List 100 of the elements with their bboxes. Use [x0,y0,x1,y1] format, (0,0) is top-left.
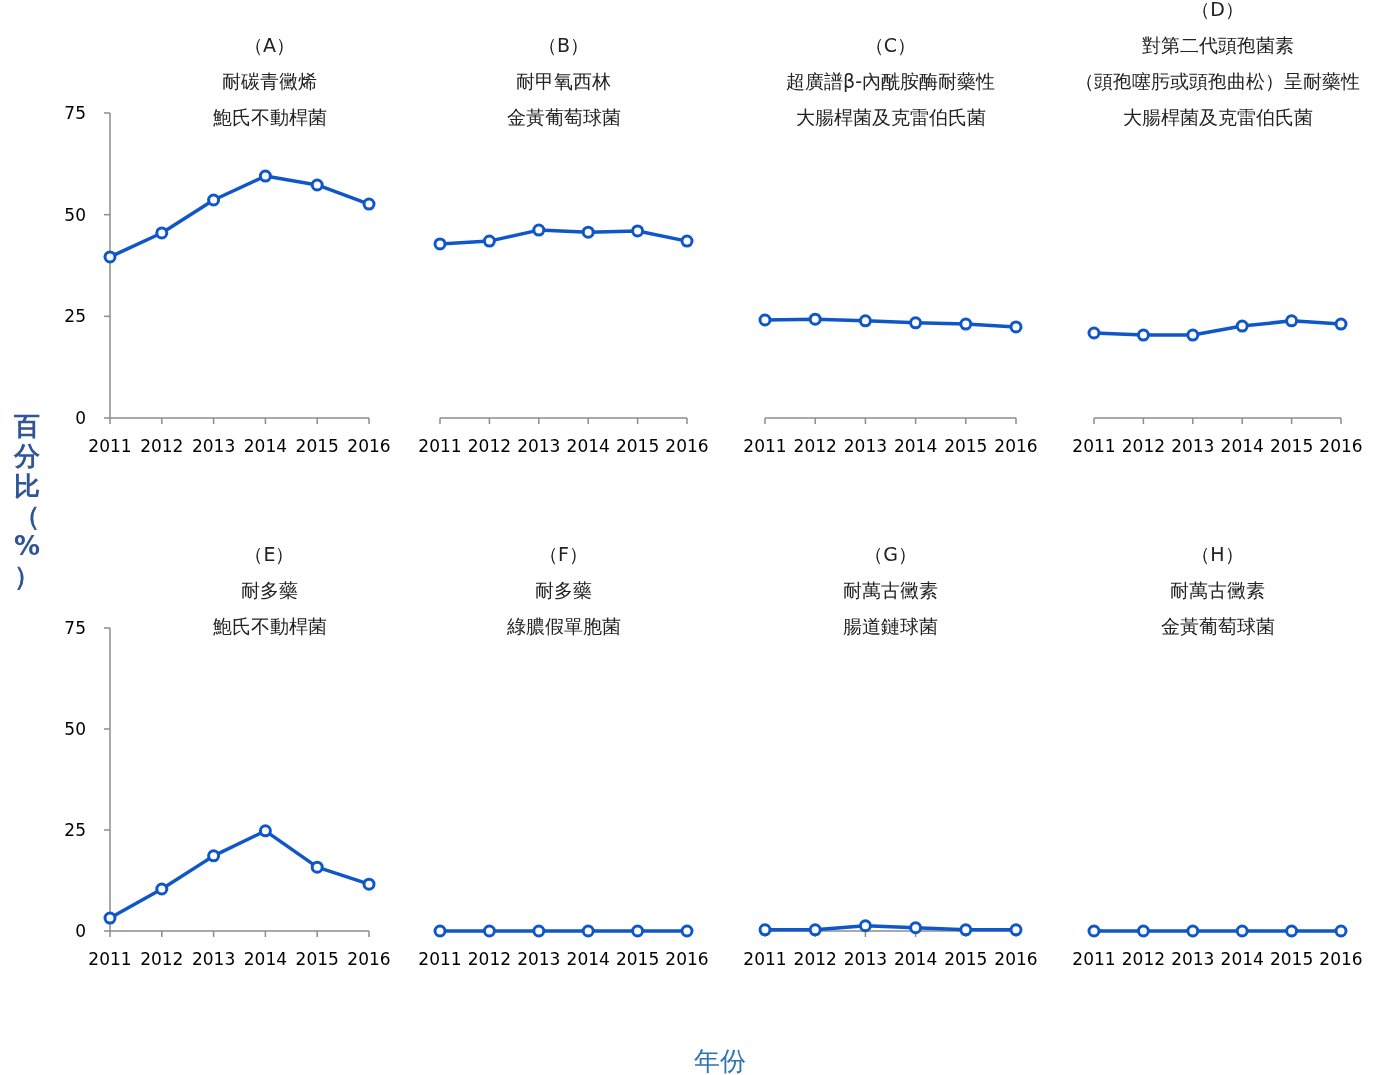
x-tick-label: 2016 [994,949,1038,969]
chart-title: （F） [539,543,588,565]
text: 大腸桿菌及克雷伯氏菌 [1122,106,1313,128]
text: （頭孢噻肟或頭孢曲松）呈耐藥性 [1075,70,1360,92]
x-tick-label: 2016 [665,436,709,456]
y-tick-label: 0 [75,921,86,941]
x-tick-label: 2013 [191,949,236,969]
x-tick-label: 2015 [295,436,339,456]
point [1136,328,1150,342]
y-tick-label: 25 [64,306,86,327]
point [310,178,324,192]
y-tick-label: 50 [64,719,86,739]
x-tick-label: 2014 [243,949,288,969]
point [258,824,272,838]
x-tick-label: 2011 [1072,436,1116,456]
x-tick-label: 2016 [994,436,1038,456]
x-tick-label: 2013 [517,436,561,456]
point [482,234,496,248]
x-tick-label: 2012 [793,436,837,456]
text: 耐萬古黴素 [843,579,938,601]
x-tick-label: 2013 [1171,436,1215,456]
x-tick-label: 2011 [88,949,132,969]
text: 對第二代頭孢菌素 [1141,34,1294,56]
y-tick-label: 0 [75,408,86,428]
point [362,197,376,211]
x-tick-label: 2015 [1269,436,1314,456]
x-tick-label: 2015 [944,949,988,969]
x-tick-label: 2016 [1319,949,1363,969]
point [1186,328,1200,342]
point [258,169,272,183]
x-tick-label: 2014 [566,436,610,456]
x-tick-label: 2012 [140,949,184,969]
text: 耐多藥 [535,579,592,601]
x-tick-label: 2015 [944,436,988,456]
text: 腸道鏈球菌 [843,615,938,637]
point [959,317,973,331]
x-tick-label: 2013 [191,436,236,456]
x-tick-label: 2012 [467,949,512,969]
chart-title: （B） [537,34,590,56]
text: 金黃葡萄球菌 [1160,615,1275,637]
point [155,882,169,896]
point [631,224,645,238]
x-tick-label: 2016 [665,949,709,969]
text: 鮑氏不動桿菌 [212,106,327,128]
text: 超廣譜β-內酰胺酶耐藥性 [786,70,995,92]
point [858,314,872,328]
point [532,223,546,237]
x-tick-label: 2011 [88,436,132,456]
x-tick-label: 2012 [140,436,184,456]
text: 耐碳青黴烯 [222,70,317,92]
x-tick-label: 2015 [615,436,660,456]
x-tick-label: 2015 [615,949,660,969]
x-tick-label: 2011 [418,436,462,456]
x-tick-label: 2014 [1220,949,1264,969]
chart-title: （H） [1191,543,1244,565]
x-tick-label: 2013 [517,949,561,969]
point [1334,317,1348,331]
point [1285,314,1299,328]
point [909,316,923,330]
x-tick-label: 2012 [1121,949,1166,969]
text: 金黃葡萄球菌 [506,106,621,128]
text: 耐甲氧西林 [516,70,611,92]
point [758,313,772,327]
x-tick-label: 2016 [347,436,391,456]
y-tick-label: 50 [64,204,86,225]
x-tick-label: 2012 [793,949,837,969]
text: 綠膿假單胞菌 [506,615,621,637]
x-tick-label: 2014 [566,949,610,969]
text: 耐多藥 [241,579,298,601]
point [1009,320,1023,334]
y-axis-title: 百分比（%） [13,411,41,591]
point [1087,326,1101,340]
y-tick-label: 75 [64,618,86,638]
point [362,877,376,891]
x-tick-label: 2011 [743,949,787,969]
x-tick-label: 2015 [1269,949,1314,969]
chart-title: （G） [864,543,917,565]
point [1235,319,1249,333]
x-tick-label: 2011 [743,436,787,456]
point [680,234,694,248]
chart-title: （D） [1191,0,1244,20]
x-tick-label: 2016 [347,949,391,969]
chart-title: （A） [244,34,295,56]
point [103,250,117,264]
x-tick-label: 2014 [893,436,938,456]
x-tick-label: 2014 [893,949,938,969]
x-tick-label: 2016 [1319,436,1363,456]
x-tick-label: 2011 [1072,949,1116,969]
y-tick-label: 75 [64,103,86,123]
text: 大腸桿菌及克雷伯氏菌 [795,106,986,128]
point [310,860,324,874]
text: 鮑氏不動桿菌 [212,615,327,637]
point [581,225,595,239]
point [808,312,822,326]
x-tick-label: 2015 [295,949,339,969]
text: 年份 [694,1046,746,1075]
x-tick-label: 2014 [1220,436,1264,456]
chart-title: （C） [864,34,917,56]
point [103,911,117,925]
x-tick-label: 2013 [843,436,888,456]
